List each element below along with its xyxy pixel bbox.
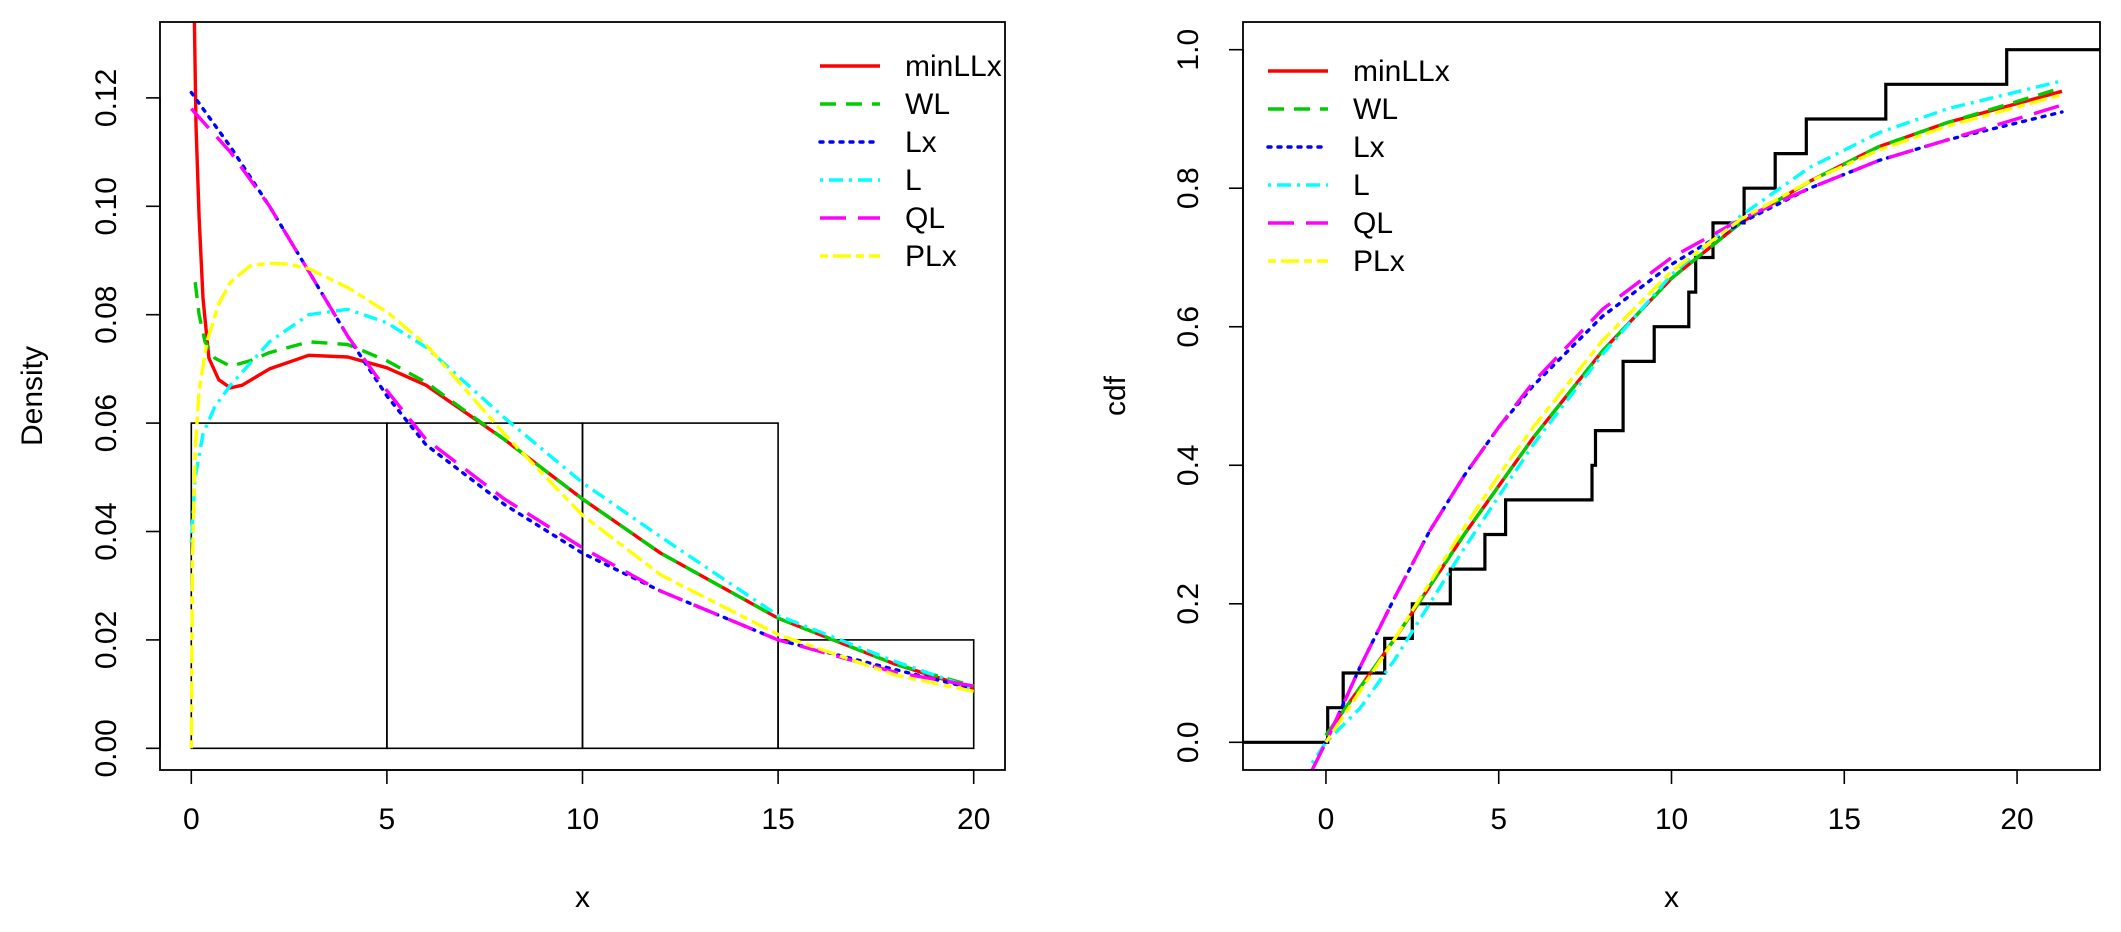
y-tick-label: 0.8 bbox=[1172, 167, 1205, 209]
x-tick-label: 20 bbox=[957, 803, 990, 836]
x-tick-label: 15 bbox=[1828, 803, 1861, 836]
legend: minLLx WL Lx L QL PLx bbox=[1266, 55, 1450, 278]
series-line-wl bbox=[193, 281, 975, 688]
x-tick-label: 20 bbox=[2000, 803, 2033, 836]
series-line-l bbox=[189, 307, 975, 691]
x-axis-label: x bbox=[575, 881, 590, 914]
histogram-bar bbox=[777, 639, 975, 750]
x-tick-label: 15 bbox=[761, 803, 794, 836]
series-line-plx bbox=[1324, 93, 2063, 744]
series-line-ql bbox=[190, 107, 974, 688]
legend-label-ql: QL bbox=[905, 202, 945, 235]
y-tick-label: 0.12 bbox=[90, 69, 123, 127]
series-line-minllx bbox=[192, 22, 975, 691]
y-tick-label: 0.04 bbox=[90, 502, 123, 560]
legend-label-l: L bbox=[905, 164, 922, 197]
legend-label-plx: PLx bbox=[905, 240, 957, 273]
plot-region bbox=[189, 22, 976, 750]
legend-label-ql: QL bbox=[1353, 207, 1393, 240]
y-tick-label: 0.08 bbox=[90, 286, 123, 344]
series-line-minllx bbox=[1324, 89, 2063, 737]
y-tick-label: 0.02 bbox=[90, 611, 123, 669]
legend: minLLx WL Lx L QL PLx bbox=[818, 50, 1002, 273]
x-tick-label: 5 bbox=[1490, 803, 1507, 836]
series-line-wl bbox=[1324, 86, 2063, 737]
x-tick-label: 0 bbox=[183, 803, 200, 836]
legend-label-wl: WL bbox=[905, 88, 950, 121]
ecdf-step-line bbox=[1243, 48, 2100, 744]
series-line-lx bbox=[1324, 110, 2064, 744]
y-tick-label: 0.2 bbox=[1172, 583, 1205, 625]
x-axis-label: x bbox=[1664, 881, 1679, 914]
series-line-plx bbox=[189, 261, 975, 749]
y-tick-label: 0.10 bbox=[90, 177, 123, 235]
y-tick-label: 0.06 bbox=[90, 394, 123, 452]
y-axis-label: cdf bbox=[1099, 375, 1132, 416]
legend-label-lx: Lx bbox=[905, 126, 937, 159]
y-tick-label: 0.0 bbox=[1172, 721, 1205, 763]
y-tick-label: 0.00 bbox=[90, 719, 123, 777]
x-tick-label: 0 bbox=[1318, 803, 1335, 836]
density-panel: 0 5 10 15 20 0.00 0.02 0.04 0.06 0.08 0.10 0.12 x Den… bbox=[16, 21, 1006, 914]
x-tick-label: 5 bbox=[379, 803, 396, 836]
legend-label-lx: Lx bbox=[1353, 131, 1385, 164]
series-line-ql bbox=[1310, 103, 2063, 770]
plot-region bbox=[1243, 48, 2100, 770]
legend-label-minllx: minLLx bbox=[905, 50, 1002, 83]
x-tick-label: 10 bbox=[1655, 803, 1688, 836]
legend-label-wl: WL bbox=[1353, 93, 1398, 126]
cdf-panel: 0 5 10 15 20 0.0 0.2 0.4 0.6 0.8 1.0 x cdf minLLx WL Lx… bbox=[1099, 21, 2101, 914]
x-tick-label: 10 bbox=[566, 803, 599, 836]
histogram-bar bbox=[386, 422, 584, 750]
legend-label-plx: PLx bbox=[1353, 245, 1405, 278]
legend-label-minllx: minLLx bbox=[1353, 55, 1450, 88]
y-axis-label: Density bbox=[16, 346, 49, 446]
y-tick-label: 0.4 bbox=[1172, 444, 1205, 486]
histogram-bar bbox=[190, 422, 388, 750]
histogram-bar bbox=[581, 422, 779, 750]
legend-label-l: L bbox=[1353, 169, 1370, 202]
y-tick-label: 0.6 bbox=[1172, 306, 1205, 348]
y-tick-label: 1.0 bbox=[1172, 29, 1205, 71]
series-line-l bbox=[1310, 79, 2063, 765]
